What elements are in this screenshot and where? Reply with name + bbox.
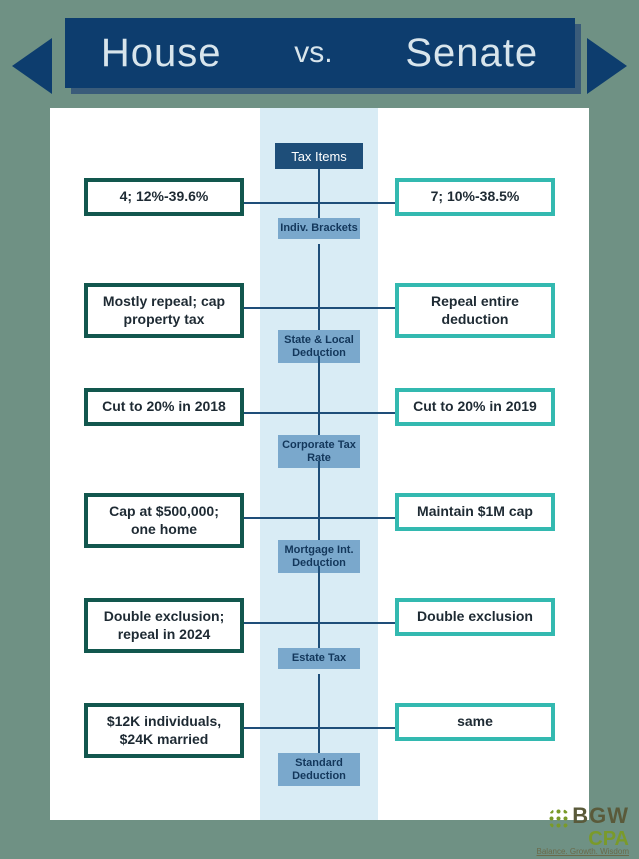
header-banner: House vs. Senate bbox=[0, 18, 639, 88]
connector-stem bbox=[318, 461, 320, 540]
footer-logo: BGW CPA Balance. Growth. Wisdom bbox=[537, 806, 629, 855]
connector-branch bbox=[240, 412, 398, 414]
comparison-card: Tax Items 4; 12%-39.6% 7; 10%-38.5% Indiv.… bbox=[50, 108, 589, 820]
header-house: House bbox=[101, 31, 222, 76]
category-label: Estate Tax bbox=[278, 648, 360, 669]
house-box: 4; 12%-39.6% bbox=[84, 178, 244, 216]
senate-box: Double exclusion bbox=[395, 598, 555, 636]
connector-stem bbox=[318, 566, 320, 648]
senate-box: 7; 10%-38.5% bbox=[395, 178, 555, 216]
connector-branch bbox=[240, 727, 398, 729]
connector-stem bbox=[318, 356, 320, 435]
house-box: $12K individuals, $24K married bbox=[84, 703, 244, 758]
senate-box: same bbox=[395, 703, 555, 741]
category-label: Standard Deduction bbox=[278, 753, 360, 786]
center-title: Tax Items bbox=[275, 143, 363, 169]
senate-box: Repeal entire deduction bbox=[395, 283, 555, 338]
logo-icon bbox=[548, 808, 570, 830]
connector-branch bbox=[240, 622, 398, 624]
connector-branch bbox=[240, 517, 398, 519]
connector-branch bbox=[240, 307, 398, 309]
logo-line2: CPA bbox=[537, 830, 629, 848]
logo-line1: BGW bbox=[572, 803, 629, 828]
senate-box: Maintain $1M cap bbox=[395, 493, 555, 531]
header-vs: vs. bbox=[294, 36, 332, 70]
house-box: Cap at $500,000; one home bbox=[84, 493, 244, 548]
house-box: Double exclusion; repeal in 2024 bbox=[84, 598, 244, 653]
connector-stem bbox=[318, 244, 320, 330]
logo-line3: Balance. Growth. Wisdom bbox=[537, 848, 629, 855]
house-box: Mostly repeal; cap property tax bbox=[84, 283, 244, 338]
house-box: Cut to 20% in 2018 bbox=[84, 388, 244, 426]
senate-box: Cut to 20% in 2019 bbox=[395, 388, 555, 426]
connector-branch bbox=[240, 202, 398, 204]
header-senate: Senate bbox=[405, 31, 538, 76]
category-label: Indiv. Brackets bbox=[278, 218, 360, 239]
connector-stem bbox=[318, 674, 320, 753]
connector-stem bbox=[318, 169, 320, 218]
